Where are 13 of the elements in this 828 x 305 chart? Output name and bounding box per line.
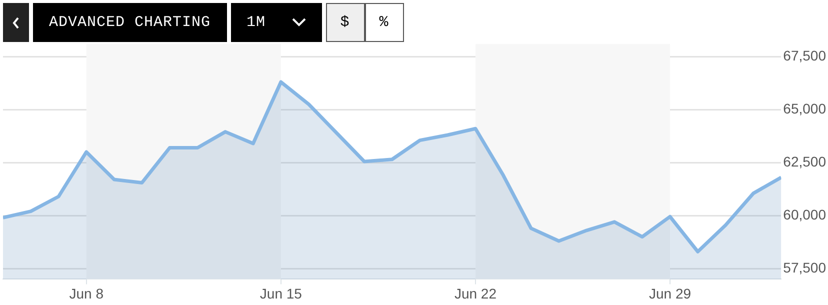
text: 1M — [246, 14, 266, 31]
text: % — [379, 14, 389, 31]
x-tick-label: Jun 8 — [69, 285, 104, 302]
y-tick-label: 57,500 — [783, 259, 826, 276]
text: ADVANCED CHARTING — [49, 14, 211, 31]
y-tick-label: 67,500 — [783, 47, 826, 64]
x-tick-label: Jun 15 — [260, 285, 302, 302]
x-tick-label: Jun 22 — [454, 285, 497, 302]
x-tick-label: Jun 29 — [648, 285, 692, 302]
y-tick-label: 60,000 — [783, 206, 826, 222]
y-tick-label: 65,000 — [783, 100, 826, 116]
y-tick-label: 62,500 — [783, 153, 826, 170]
text: $ — [340, 14, 350, 31]
